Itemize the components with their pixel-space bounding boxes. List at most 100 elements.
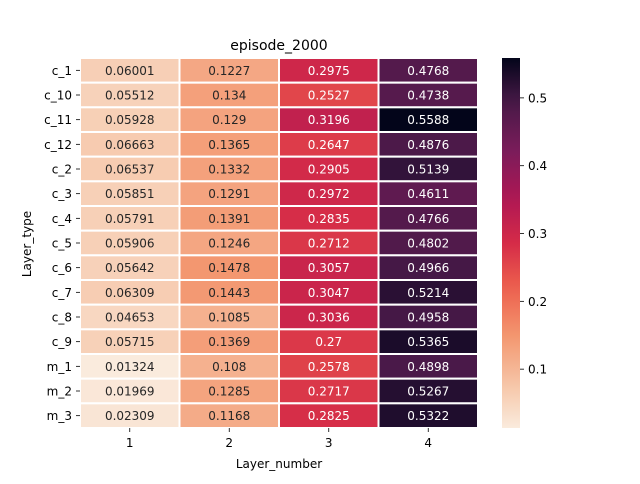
x-axis-ticks: 1 2 3 4 [126,428,432,450]
cell-value-label: 0.05928 [105,113,155,127]
x-tick-label: 3 [325,436,333,450]
cell-value-label: 0.2647 [308,138,350,152]
heatmap-cell [278,205,380,232]
heatmap-cell [377,254,479,281]
colorbar-tick-label: 0.1 [528,363,547,377]
cell-value-label: 0.3057 [308,261,350,275]
heatmap-cell [278,402,380,430]
colorbar-tick-label: 0.2 [528,295,547,309]
colorbar-tick-label: 0.3 [528,227,547,241]
heatmap-cell [377,57,479,84]
cell-value-label: 0.108 [212,360,246,374]
cell-value-label: 0.2972 [308,187,350,201]
y-tick-label: m_2 [47,385,72,399]
heatmap-cell [377,328,479,356]
cell-value-label: 0.5267 [407,385,449,399]
cell-value-label: 0.1246 [208,237,250,251]
cell-value-label: 0.1369 [208,335,250,349]
cell-value-label: 0.5322 [407,409,449,423]
heatmap-cells [79,57,479,430]
x-tick-label: 2 [225,436,233,450]
heatmap-cell [178,328,280,356]
cell-value-label: 0.4966 [407,261,449,275]
cell-value-label: 0.02309 [105,409,155,423]
cell-value-label: 0.134 [212,89,246,103]
y-tick-label: m_3 [47,409,72,423]
cell-value-label: 0.4802 [407,237,449,251]
cell-value-label: 0.05791 [105,212,155,226]
cell-value-label: 0.4898 [407,360,449,374]
cell-value-label: 0.3047 [308,286,350,300]
y-tick-label: c_10 [44,89,72,103]
colorbar-tick-label: 0.5 [528,91,547,105]
heatmap-cell [178,353,280,380]
cell-value-label: 0.1285 [208,385,250,399]
heatmap-cell [79,279,181,306]
cell-value-label: 0.4738 [407,89,449,103]
cell-value-label: 0.06001 [105,64,155,78]
cell-value-label: 0.04653 [105,311,155,325]
heatmap-cell [278,353,380,380]
cell-value-label: 0.1291 [208,187,250,201]
cell-value-label: 0.1443 [208,286,250,300]
cell-value-label: 0.06309 [105,286,155,300]
cell-value-label: 0.2975 [308,64,350,78]
x-tick-label: 1 [126,436,134,450]
heatmap-cell [377,377,479,405]
heatmap-cell [278,377,380,405]
y-tick-label: c_1 [52,64,72,78]
heatmap-cell [278,180,380,207]
cell-value-label: 0.5139 [407,163,449,177]
heatmap-cell [377,155,479,183]
cell-value-label: 0.1365 [208,138,250,152]
cell-value-label: 0.4876 [407,138,449,152]
colorbar-tick-label: 0.4 [528,159,547,173]
heatmap-cell [178,106,280,134]
y-axis-label: Layer_type [20,211,34,277]
x-axis-label: Layer_number [236,457,322,471]
cell-value-label: 0.2835 [308,212,350,226]
cell-value-label: 0.05512 [105,89,155,103]
cell-value-label: 0.2905 [308,163,350,177]
cell-value-label: 0.05642 [105,261,155,275]
heatmap-cell [377,81,479,109]
y-tick-label: c_11 [44,113,72,127]
y-tick-label: c_4 [52,212,72,226]
cell-value-label: 0.4611 [407,187,449,201]
cell-value-label: 0.1391 [208,212,250,226]
heatmap-cell-labels: 0.06001 0.1227 0.2975 0.4768 0.05512 0.134 0.2… [105,64,449,423]
cell-value-label: 0.3036 [308,311,350,325]
y-tick-label: c_6 [52,261,72,275]
y-tick-label: c_3 [52,187,72,201]
cell-value-label: 0.1332 [208,163,250,177]
y-tick-label: c_5 [52,237,72,251]
heatmap-cell [178,377,280,405]
cell-value-label: 0.2578 [308,360,350,374]
heatmap-cell [79,328,181,356]
y-tick-label: m_1 [47,360,72,374]
cell-value-label: 0.4768 [407,64,449,78]
cell-value-label: 0.27 [315,335,342,349]
cell-value-label: 0.5365 [407,335,449,349]
chart-title: episode_2000 [230,38,327,54]
cell-value-label: 0.2717 [308,385,350,399]
cell-value-label: 0.2825 [308,409,350,423]
cell-value-label: 0.5214 [407,286,449,300]
heatmap-cell [79,229,181,257]
cell-value-label: 0.05906 [105,237,155,251]
colorbar-gradient [502,58,520,428]
y-tick-label: c_12 [44,138,72,152]
cell-value-label: 0.2712 [308,237,350,251]
heatmap-cell [377,131,479,158]
heatmap-cell [377,180,479,207]
y-axis-ticks: c_1 c_10 c_11 c_12 c_2 c_3 c_4 c_5 c_6 c_7 c_8 c_9m… [44,64,80,423]
y-tick-label: c_9 [52,335,72,349]
cell-value-label: 0.06537 [105,163,155,177]
cell-value-label: 0.3196 [308,113,350,127]
cell-value-label: 0.01969 [105,385,155,399]
colorbar: 0.1 0.2 0.3 0.4 0.5 [502,58,547,428]
cell-value-label: 0.1085 [208,311,250,325]
cell-value-label: 0.4766 [407,212,449,226]
